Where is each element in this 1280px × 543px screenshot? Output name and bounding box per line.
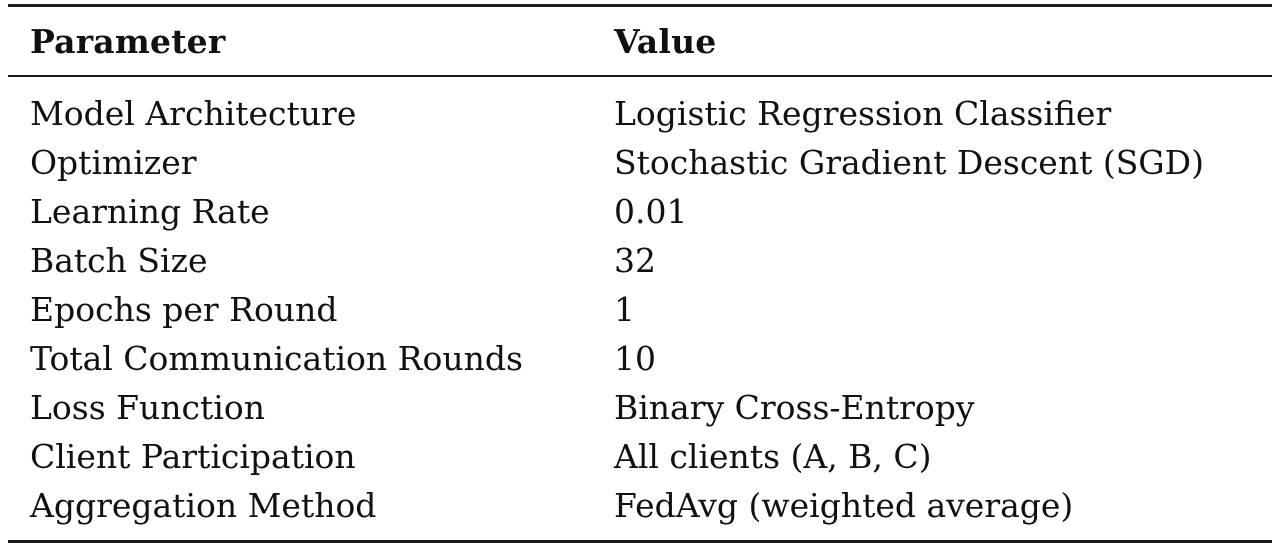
cell-value: 10 [614, 339, 656, 378]
cell-parameter: Model Architecture [30, 94, 357, 133]
cell-parameter: Batch Size [30, 241, 208, 280]
cell-value: 32 [614, 241, 656, 280]
table-row: Epochs per Round 1 [8, 285, 1272, 334]
table-row: Aggregation Method FedAvg (weighted aver… [8, 481, 1272, 530]
cell-parameter: Total Communication Rounds [30, 339, 523, 378]
table-body: Model Architecture Logistic Regression C… [8, 77, 1272, 540]
cell-parameter: Optimizer [30, 143, 197, 182]
table-row: Batch Size 32 [8, 236, 1272, 285]
table-header-row: Parameter Value [8, 7, 1272, 75]
top-rule [8, 4, 1272, 7]
cell-value: Stochastic Gradient Descent (SGD) [614, 143, 1205, 182]
cell-parameter: Client Participation [30, 437, 356, 476]
cell-value: Binary Cross-Entropy [614, 388, 975, 427]
cell-parameter: Loss Function [30, 388, 265, 427]
cell-parameter: Epochs per Round [30, 290, 338, 329]
cell-value: Logistic Regression Classifier [614, 94, 1112, 133]
table-row: Client Participation All clients (A, B, … [8, 432, 1272, 481]
cell-parameter: Aggregation Method [30, 486, 377, 525]
header-parameter: Parameter [30, 21, 226, 61]
table-row: Total Communication Rounds 10 [8, 334, 1272, 383]
table-row: Loss Function Binary Cross-Entropy [8, 383, 1272, 432]
table-row: Model Architecture Logistic Regression C… [8, 89, 1272, 138]
header-value: Value [614, 21, 717, 61]
cell-parameter: Learning Rate [30, 192, 270, 231]
table-row: Learning Rate 0.01 [8, 187, 1272, 236]
cell-value: 0.01 [614, 192, 688, 231]
parameter-table: Parameter Value Model Architecture Logis… [8, 4, 1272, 543]
cell-value: FedAvg (weighted average) [614, 486, 1074, 525]
cell-value: 1 [614, 290, 635, 329]
cell-value: All clients (A, B, C) [614, 437, 932, 476]
header-rule [8, 75, 1272, 77]
table-row: Optimizer Stochastic Gradient Descent (S… [8, 138, 1272, 187]
